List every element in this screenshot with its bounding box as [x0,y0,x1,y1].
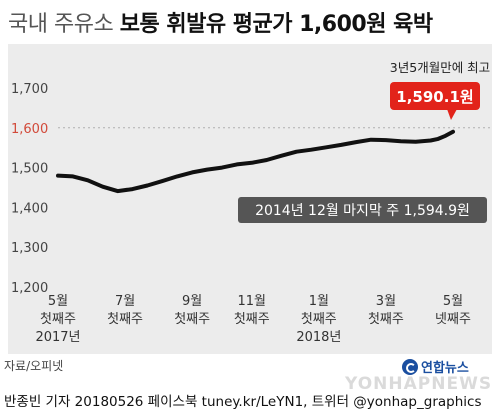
last-value-note: 3년5개월만에 최고 [390,60,490,75]
y-tick-label: 1,500 [11,162,48,177]
chart-title: 국내 주유소 보통 휘발유 평균가 1,600원 육박 [8,6,433,38]
series-line [56,129,455,194]
x-tick-label: 11월 [238,294,267,309]
x-tick-label: 첫째주 [368,312,404,327]
x-tick-label: 7월 [115,294,135,309]
y-tick-label: 1,200 [11,281,48,296]
x-tick-label: 첫째주 [301,312,337,327]
y-tick-label: 1,700 [11,82,48,97]
yonhap-logo-text: 연합뉴스 [421,361,469,376]
x-tick-label: 1월 [309,294,329,309]
credit-line: 반종빈 기자 20180526 페이스북 tuney.kr/LeYN1, 트위터… [4,394,482,410]
x-tick-label: 5월 [443,294,463,309]
x-tick-label: 첫째주 [174,312,210,327]
yonhap-logo: 연합뉴스 [402,357,469,376]
reference-label: 2014년 12월 마지막 주 1,594.9원 [255,203,470,219]
chart-title-light: 국내 주유소 [8,12,114,37]
x-tick-label: 2018년 [296,330,341,345]
last-value-label: 1,590.1원 [396,88,473,106]
y-tick-label: 1,300 [11,241,48,256]
yonhap-logo-icon [402,358,418,375]
line-chart: 1,700 1,600 1,500 1,400 1,300 1,200 2014년 12월 … [11,60,490,345]
reference-label-box [238,197,487,223]
y-tick-label: 1,600 [11,122,48,137]
x-tick-label: 5월 [48,294,68,309]
x-tick-label: 첫째주 [40,312,76,327]
x-tick-label: 9월 [182,294,202,309]
x-tick-label: 첫째주 [107,312,143,327]
source-note: 자료/오피넷 [4,359,64,373]
last-value-box [390,82,480,110]
x-tick-label: 3월 [376,294,396,309]
x-tick-label: 첫째주 [234,312,270,327]
x-tick-label: 2017년 [35,330,80,345]
watermark: YONHAPNEWS [345,374,493,394]
last-value-pointer [447,109,457,120]
x-tick-label: 넷째주 [435,312,471,327]
chart-title-bold: 보통 휘발유 평균가 1,600원 육박 [119,12,433,37]
chart-area: 1,700 1,600 1,500 1,400 1,300 1,200 2014년 12월 … [8,44,492,354]
y-tick-label: 1,400 [11,201,48,216]
